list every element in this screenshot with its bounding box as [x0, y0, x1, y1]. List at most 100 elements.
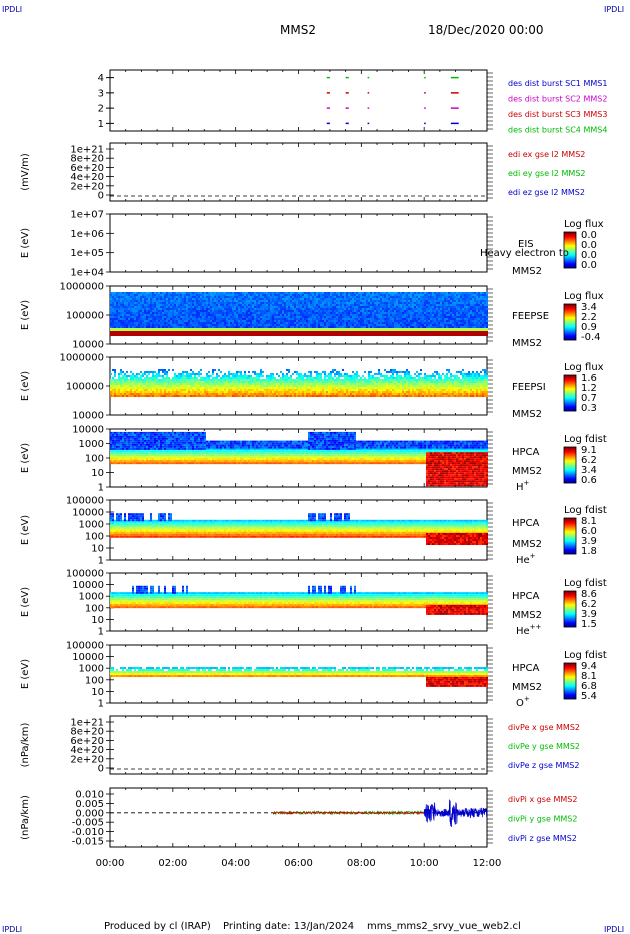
spectrogram-cell [136, 324, 138, 326]
spectrogram-cell [116, 389, 118, 391]
spectrogram-cell [362, 320, 364, 322]
spectrogram-cell [298, 308, 300, 310]
spectrogram-cell [310, 302, 312, 304]
spectrogram-cell [156, 316, 158, 318]
spectrogram-cell [328, 328, 330, 331]
header-spacecraft: MMS2 [280, 23, 316, 37]
spectrogram-cell [352, 326, 354, 328]
spectrogram-cell [392, 331, 394, 336]
spectrogram-cell [364, 296, 366, 298]
spectrogram-cell [144, 328, 146, 331]
spectrogram-cell [474, 296, 476, 298]
spectrogram-cell [418, 328, 420, 331]
y-tick-label: 1000000 [59, 282, 104, 293]
spectrogram-cell [278, 304, 280, 306]
spectrogram-cell [190, 324, 192, 326]
spectrogram-cell [114, 391, 116, 393]
spectrogram-cell [238, 316, 240, 318]
spectrogram-cell [486, 302, 488, 304]
spectrogram-cell [200, 381, 202, 383]
spectrogram-cell [124, 296, 126, 298]
spectrogram-cell [230, 308, 232, 310]
spectrogram-cell [178, 389, 180, 391]
spectrogram-cell [160, 314, 162, 316]
spectrogram-cell [456, 331, 458, 336]
spectrogram-cell [320, 316, 322, 318]
spectrogram-cell [364, 294, 366, 296]
spectrogram-cell [220, 379, 222, 381]
spectrogram-cell [448, 324, 450, 326]
spectrogram-cell [182, 331, 184, 336]
spectrogram-cell [304, 314, 306, 316]
spectrogram-cell [336, 306, 338, 308]
spectrogram-cell [468, 328, 470, 331]
spectrogram-cell [226, 314, 228, 316]
spectrogram-cell [186, 387, 188, 389]
spectrogram-cell [384, 324, 386, 326]
spectrogram-cell [136, 310, 138, 312]
spectrogram-cell [296, 292, 298, 294]
spectrogram-cell [396, 298, 398, 300]
spectrogram-cell [454, 306, 456, 308]
spectrogram-cell [398, 292, 400, 294]
spectrogram-cell [134, 306, 136, 308]
spectrogram-cell [266, 331, 268, 336]
spectrogram-cell [162, 395, 164, 397]
spectrogram-cell [132, 377, 134, 379]
spectrogram-cell [180, 306, 182, 308]
spectrogram-cell [268, 316, 270, 318]
spectrogram-cell [298, 300, 300, 302]
spectrogram-cell [384, 300, 386, 302]
spectrogram-cell [464, 310, 466, 312]
spectrogram-cell [392, 318, 394, 320]
spectrogram-cell [486, 298, 488, 300]
spectrogram-cell [284, 328, 286, 331]
spectrogram-cell [338, 331, 340, 336]
spectrogram-cell [480, 300, 482, 302]
spectrogram-cell [470, 300, 472, 302]
spectrogram-cell [228, 298, 230, 300]
spectrogram-cell [380, 328, 382, 331]
spectrogram-cell [126, 310, 128, 312]
spectrogram-cell [146, 371, 148, 373]
spectrogram-cell [134, 387, 136, 389]
spectrogram-cell [182, 395, 184, 397]
spectrogram-cell [234, 310, 236, 312]
spectrogram-cell [386, 326, 388, 328]
spectrogram-cell [140, 379, 142, 381]
spectrogram-cell [188, 328, 190, 331]
spectrogram-cell [466, 292, 468, 294]
spectrogram-cell [376, 308, 378, 310]
spectrogram-cell [206, 393, 208, 395]
spectrogram-cell [314, 292, 316, 294]
colorbar-tick-label: 1.6 [581, 373, 597, 384]
spectrogram-cell [288, 310, 290, 312]
spectrogram-cell [420, 320, 422, 322]
spectrogram-cell [182, 318, 184, 320]
spectrogram-cell [130, 318, 132, 320]
spectrogram-cell [136, 377, 138, 379]
spectrogram-cell [204, 310, 206, 312]
spectrogram-cell [298, 320, 300, 322]
spectrogram-cell [248, 292, 250, 294]
spectrogram-cell [126, 391, 128, 393]
spectrogram-cell [396, 306, 398, 308]
spectrogram-cell [472, 292, 474, 294]
spectrogram-cell [178, 328, 180, 331]
spectrogram-cell [192, 377, 194, 379]
spectrogram-cell [460, 302, 462, 304]
spectrogram-cell [176, 331, 178, 336]
spectrogram-cell [232, 331, 234, 336]
spectrogram-cell [414, 310, 416, 312]
spectrogram-cell [150, 391, 152, 393]
spectrogram-cell [126, 387, 128, 389]
spectrogram-cell [322, 318, 324, 320]
spectrogram-cell [324, 306, 326, 308]
spectrogram-cell [434, 322, 436, 324]
spectrogram-cell [148, 320, 150, 322]
spectrogram-cell [280, 306, 282, 308]
spectrogram-cell [372, 302, 374, 304]
spectrogram-cell [144, 387, 146, 389]
spectrogram-cell [260, 316, 262, 318]
colorbar-band [564, 400, 576, 402]
